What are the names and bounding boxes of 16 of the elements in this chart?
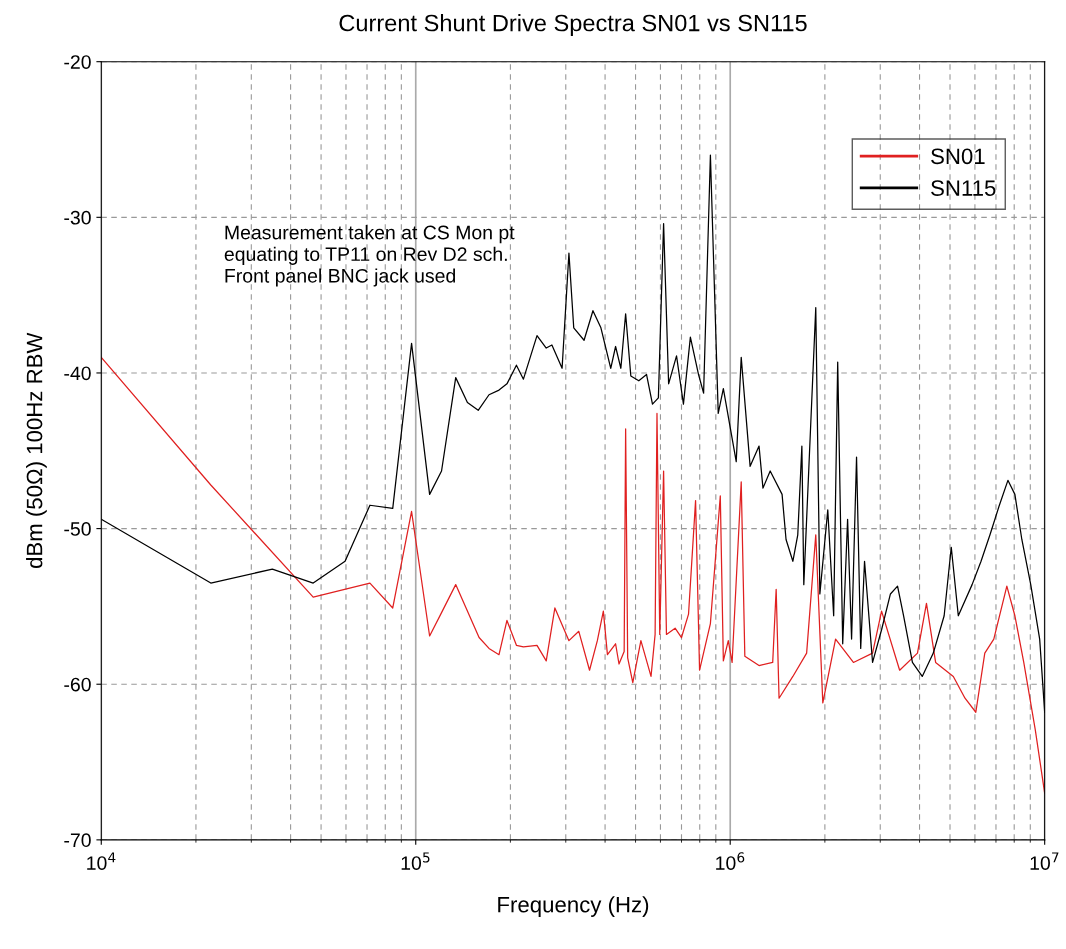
x-tick-label: 10$^{4}$ (87, 852, 116, 870)
x-tick-label: 10$^{6}$ (716, 852, 745, 870)
x-tick-label: 10$^{5}$ (401, 852, 430, 870)
legend-label: SN115 (931, 180, 996, 196)
y-tick-label: -40 (64, 366, 91, 381)
legend-label: SN01 (931, 148, 985, 165)
chart-title: Current Shunt Drive Spectra SN01 vs SN115 (339, 14, 807, 37)
y-axis-title: dBm (50Ω) 100Hz RBW (26, 332, 47, 569)
y-tick-label: -20 (64, 55, 91, 69)
y-tick-label: -30 (64, 210, 91, 225)
annotation: Measurement taken at CS Mon pt equating to TP11 on Rev D2 sch. Front panel BNC jack used (224, 225, 515, 287)
x-tick-label: 10$^{7}$ (1030, 852, 1059, 870)
y-tick-label: -60 (64, 677, 91, 692)
y-tick-label: -70 (64, 833, 91, 848)
y-tick-label: -50 (64, 522, 91, 536)
x-axis-title: Frequency (Hz) (498, 896, 649, 917)
